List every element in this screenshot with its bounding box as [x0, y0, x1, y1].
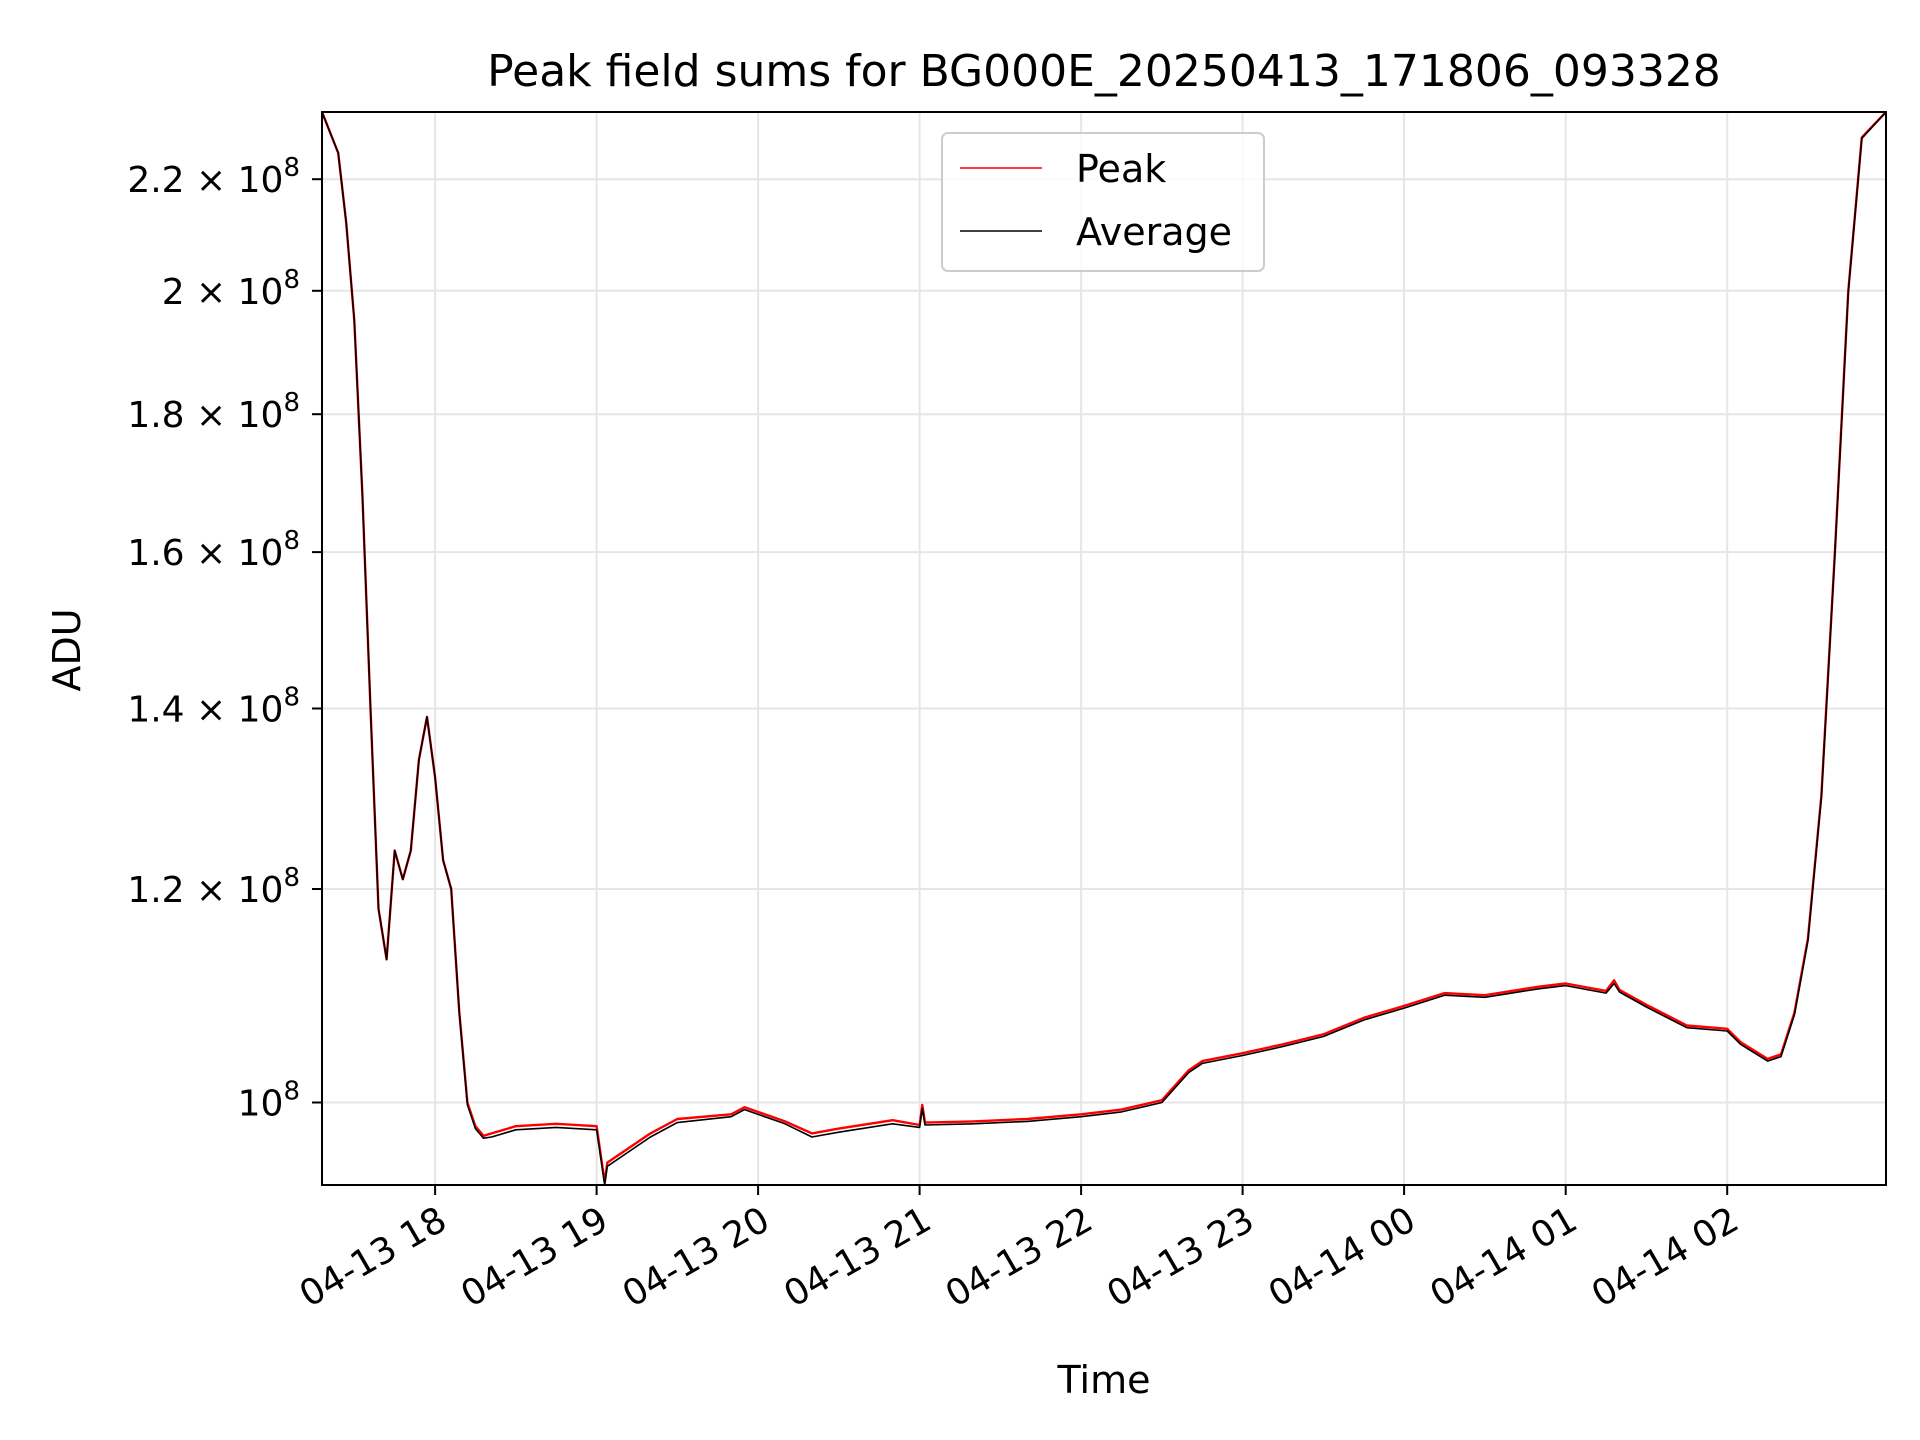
y-tick-label: 108	[238, 1077, 300, 1125]
y-tick-exponent: 8	[283, 683, 300, 713]
chart-title: Peak field sums for BG000E_20250413_1718…	[487, 46, 1721, 97]
series-line-average	[321, 111, 1887, 1186]
y-tick-exponent: 8	[283, 1077, 300, 1107]
legend-label-average: Average	[1076, 210, 1232, 254]
x-axis-label: Time	[1057, 1358, 1151, 1402]
grid	[322, 112, 1886, 1185]
y-tick-exponent: 8	[283, 526, 300, 556]
y-tick-mantissa: 10	[238, 1084, 284, 1125]
y-tick-label: 1.8 × 108	[127, 388, 300, 436]
y-axis-label: ADU	[45, 608, 89, 691]
y-tick-mantissa: 2.2 × 10	[127, 160, 283, 201]
series-layer	[320, 111, 1887, 1186]
y-tick-label: 1.4 × 108	[127, 683, 300, 731]
y-tick-exponent: 8	[283, 265, 300, 295]
y-tick-mantissa: 1.4 × 10	[127, 690, 283, 731]
y-tick-label: 1.2 × 108	[127, 863, 300, 911]
y-tick-mantissa: 2 × 10	[162, 272, 284, 313]
plot-frame	[321, 111, 1887, 1186]
legend-label-peak: Peak	[1076, 147, 1166, 191]
y-tick-exponent: 8	[283, 388, 300, 418]
y-tick-exponent: 8	[283, 153, 300, 183]
y-tick-label: 2.2 × 108	[127, 153, 300, 201]
y-tick-mantissa: 1.6 × 10	[127, 533, 283, 574]
legend: Peak Average	[941, 132, 1265, 272]
y-tick-mantissa: 1.8 × 10	[127, 395, 283, 436]
y-tick-label: 1.6 × 108	[127, 526, 300, 574]
y-tick-label: 2 × 108	[162, 265, 300, 313]
y-tick-exponent: 8	[283, 863, 300, 893]
y-tick-mantissa: 1.2 × 10	[127, 870, 283, 911]
